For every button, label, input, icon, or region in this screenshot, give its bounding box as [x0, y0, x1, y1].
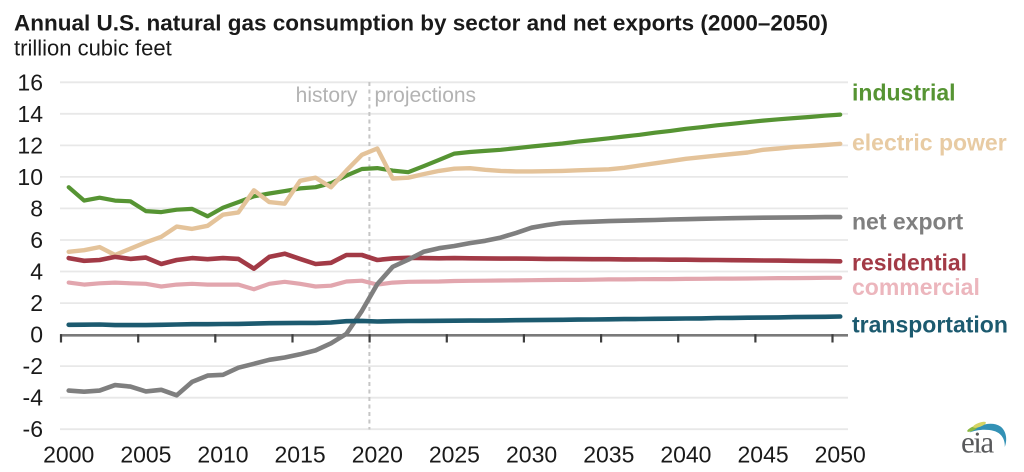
svg-text:-4: -4	[23, 385, 44, 411]
svg-text:6: 6	[30, 227, 43, 253]
svg-text:projections: projections	[375, 84, 477, 107]
svg-text:4: 4	[30, 259, 43, 285]
svg-text:2010: 2010	[197, 442, 248, 468]
svg-text:eia: eia	[961, 425, 994, 460]
svg-text:residential: residential	[852, 250, 967, 276]
svg-text:2035: 2035	[583, 442, 634, 468]
svg-text:2: 2	[30, 290, 43, 316]
svg-text:2045: 2045	[738, 442, 789, 468]
svg-text:2020: 2020	[352, 442, 403, 468]
svg-text:-2: -2	[23, 353, 43, 379]
svg-text:2025: 2025	[429, 442, 480, 468]
svg-text:net export: net export	[852, 208, 964, 234]
svg-text:transportation: transportation	[852, 311, 1008, 337]
svg-text:12: 12	[17, 132, 43, 158]
svg-text:16: 16	[17, 69, 43, 95]
svg-text:-6: -6	[23, 416, 43, 442]
svg-text:trillion cubic feet: trillion cubic feet	[14, 35, 172, 60]
svg-text:8: 8	[30, 195, 43, 221]
svg-text:electric power: electric power	[852, 129, 1007, 155]
svg-text:2050: 2050	[815, 442, 866, 468]
svg-text:Annual U.S. natural gas consum: Annual U.S. natural gas consumption by s…	[14, 11, 828, 36]
svg-text:10: 10	[17, 164, 43, 190]
svg-text:2000: 2000	[43, 442, 94, 468]
svg-text:2030: 2030	[506, 442, 557, 468]
svg-text:2005: 2005	[120, 442, 171, 468]
svg-text:0: 0	[30, 322, 43, 348]
svg-text:industrial: industrial	[852, 80, 956, 106]
svg-text:history: history	[296, 84, 358, 107]
svg-text:2040: 2040	[660, 442, 711, 468]
svg-text:14: 14	[17, 101, 43, 127]
svg-text:2015: 2015	[275, 442, 326, 468]
svg-text:commercial: commercial	[852, 274, 980, 300]
